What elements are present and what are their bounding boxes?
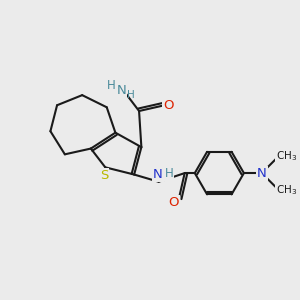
Text: CH$_3$: CH$_3$ [276, 184, 297, 197]
Text: O: O [169, 196, 179, 209]
Text: CH$_3$: CH$_3$ [276, 149, 297, 163]
Text: S: S [100, 169, 108, 182]
Text: N: N [153, 168, 163, 181]
Text: H: H [107, 79, 116, 92]
Text: N: N [257, 167, 267, 180]
Text: H: H [164, 167, 173, 180]
Text: O: O [163, 99, 173, 112]
Text: N: N [116, 84, 126, 97]
Text: H: H [127, 90, 135, 100]
